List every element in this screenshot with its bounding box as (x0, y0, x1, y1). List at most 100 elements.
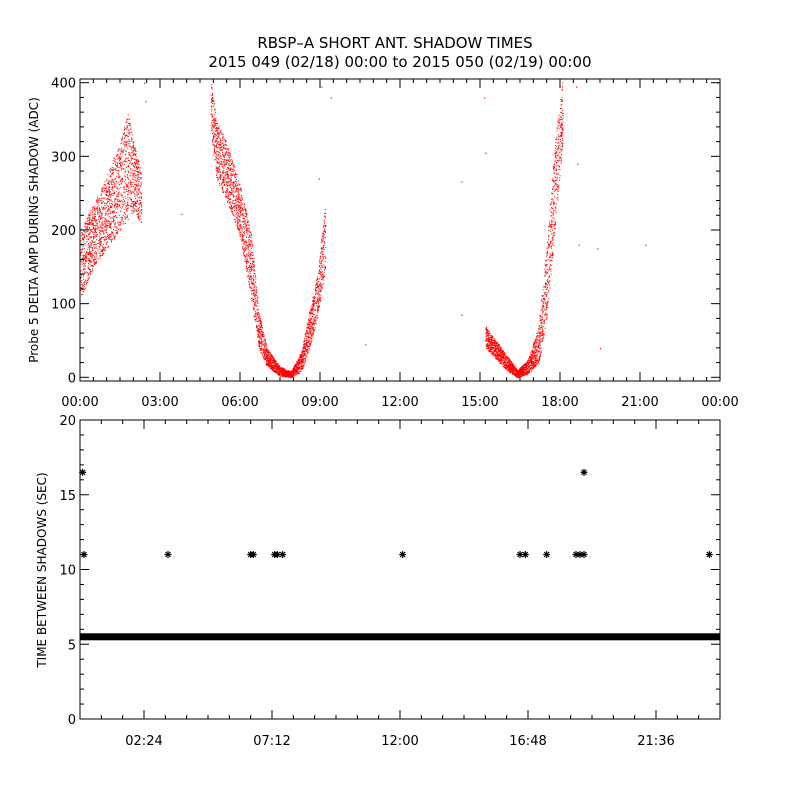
top-data-dot (108, 235, 110, 237)
top-data-dot (316, 290, 317, 292)
top-data-dot (282, 371, 284, 373)
top-data-dot (138, 213, 139, 215)
top-data-dot (227, 197, 228, 199)
top-data-dot (254, 296, 256, 298)
top-data-dot (90, 271, 91, 272)
top-data-dot (223, 143, 225, 145)
top-data-dot (213, 147, 215, 149)
top-data-dot (274, 367, 276, 369)
top-data-dot (245, 224, 247, 226)
top-data-dot (280, 375, 282, 377)
top-data-dot (261, 348, 263, 350)
top-data-dot (310, 330, 312, 332)
top-data-dot (253, 283, 255, 285)
top-data-dot (271, 362, 273, 364)
top-data-dot (231, 204, 232, 206)
top-data-dot (122, 201, 124, 203)
top-data-dot (312, 296, 314, 298)
top-data-dot (240, 197, 242, 199)
top-data-dot (99, 218, 101, 220)
top-data-dot (111, 187, 113, 189)
top-data-dot (309, 343, 311, 345)
top-data-dot (225, 172, 227, 174)
top-data-dot (284, 375, 286, 377)
top-data-dot (108, 191, 110, 193)
top-data-dot (236, 204, 238, 206)
top-data-dot (110, 228, 112, 230)
top-data-dot (299, 357, 301, 359)
top-data-dot (93, 263, 95, 265)
top-data-dot (317, 286, 319, 287)
top-data-dot (250, 290, 252, 292)
top-data-dot (134, 153, 136, 155)
top-data-dot (273, 363, 275, 365)
top-data-dot (323, 247, 324, 248)
top-data-dot (113, 216, 115, 218)
top-data-dot (83, 275, 84, 277)
top-data-dot (305, 345, 307, 347)
top-data-dot (129, 146, 131, 148)
top-data-dot (234, 177, 236, 179)
top-data-dot (110, 235, 112, 237)
top-data-dot (127, 132, 129, 134)
top-data-dot (253, 299, 255, 300)
top-data-dot (227, 199, 229, 201)
top-data-dot (269, 359, 271, 361)
top-data-dot (270, 364, 272, 366)
top-data-dot (323, 234, 325, 236)
top-data-dot (116, 165, 118, 166)
top-data-dot (86, 228, 88, 230)
top-data-dot (101, 188, 103, 190)
top-data-dot (95, 235, 97, 236)
top-data-dot (81, 250, 83, 252)
top-data-dot (318, 286, 320, 287)
top-data-dot (115, 180, 117, 182)
top-data-dot (296, 372, 298, 374)
top-data-dot (133, 206, 134, 208)
top-data-dot (107, 182, 109, 184)
top-data-dot (259, 318, 261, 320)
top-data-dot (233, 167, 235, 169)
top-data-dot (229, 170, 231, 172)
top-data-dot (252, 275, 254, 277)
top-data-dot (91, 231, 93, 233)
top-data-dot (262, 344, 264, 346)
top-data-dot (251, 278, 252, 280)
top-data-dot (95, 262, 97, 264)
top-data-dot (258, 345, 260, 347)
top-data-dot (228, 198, 230, 200)
top-data-dot (259, 328, 261, 330)
top-data-dot (97, 228, 98, 230)
top-data-dot (107, 195, 109, 197)
top-data-dot (320, 256, 322, 258)
top-data-dot (133, 182, 135, 184)
top-data-dot (243, 251, 245, 253)
top-data-dot (240, 239, 242, 241)
top-data-dot (232, 174, 234, 176)
top-data-dot (102, 252, 104, 254)
top-data-dot (214, 118, 216, 120)
top-data-dot (244, 231, 246, 233)
top-data-dot (110, 233, 112, 235)
top-data-dot (127, 207, 129, 209)
top-data-dot (491, 347, 493, 349)
top-data-dot (215, 158, 217, 160)
top-data-dot (247, 239, 249, 241)
top-data-dot (262, 349, 264, 351)
top-data-dot (269, 362, 271, 364)
top-data-dot (238, 196, 240, 198)
top-data-dot (114, 204, 116, 206)
top-data-dot (97, 198, 99, 200)
top-data-dot (231, 171, 233, 173)
top-data-dot (308, 334, 310, 336)
top-data-dot (291, 371, 293, 373)
top-data-dot (130, 205, 132, 207)
top-data-dot (296, 361, 298, 363)
top-data-dot (315, 317, 317, 319)
top-data-dot (222, 188, 223, 189)
top-data-dot (137, 167, 139, 169)
top-data-dot (492, 337, 494, 339)
top-data-dot (313, 303, 315, 305)
top-data-dot (93, 259, 95, 261)
top-data-dot (80, 280, 82, 282)
